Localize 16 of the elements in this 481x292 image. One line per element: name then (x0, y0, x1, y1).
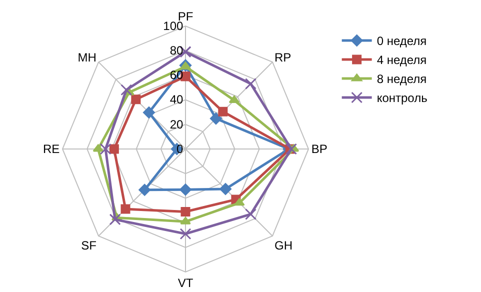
legend-label: контроль (376, 91, 428, 106)
spoke-label: MH (78, 50, 96, 64)
spoke-label: SF (81, 238, 96, 252)
spoke-label: RP (274, 50, 292, 64)
spoke-label: BP (311, 142, 328, 156)
y-tick-label: 0 (176, 142, 184, 156)
y-tick-label: 20 (170, 117, 184, 132)
y-tick-label: 100 (163, 18, 184, 33)
legend-label: 4 неделя (376, 53, 427, 68)
spoke-label: VT (178, 276, 194, 290)
y-tick-label: 40 (170, 92, 184, 107)
spoke-label: GH (274, 238, 293, 252)
legend-label: 8 неделя (376, 72, 427, 86)
legend-label: 0 неделя (376, 34, 427, 48)
y-tick-label: 80 (170, 44, 184, 58)
spoke-label: RE (42, 142, 60, 156)
